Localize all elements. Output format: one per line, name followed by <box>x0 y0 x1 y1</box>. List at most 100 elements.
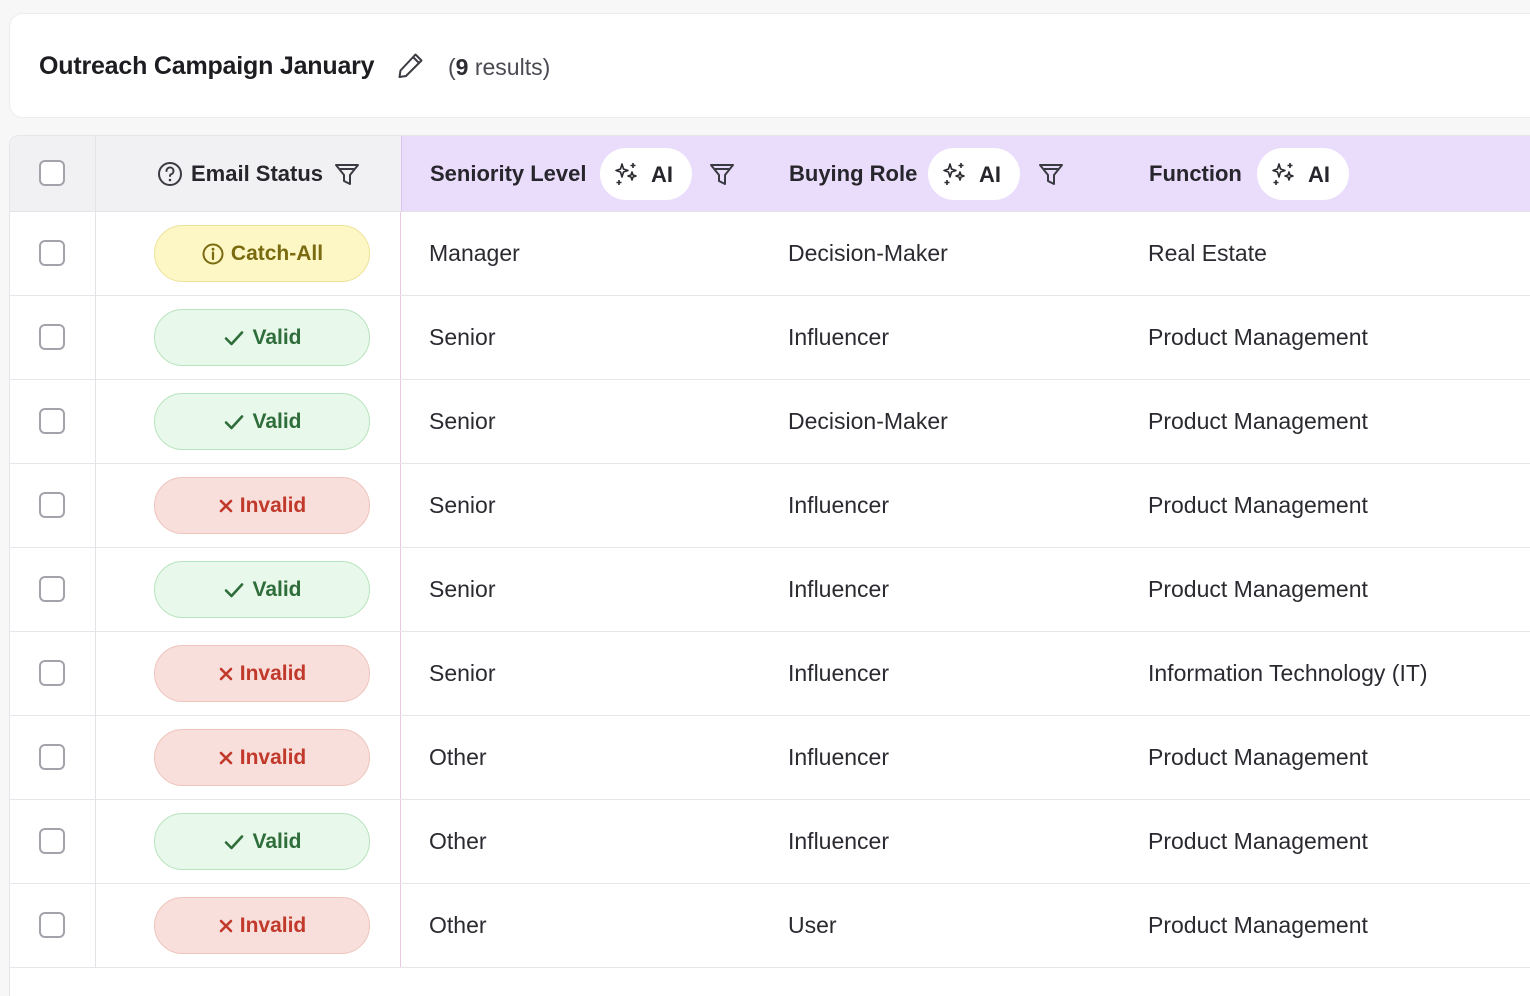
seniority-cell[interactable]: Senior <box>429 408 496 434</box>
row-checkbox[interactable] <box>39 492 65 518</box>
status-badge-label: Invalid <box>239 661 307 685</box>
status-badge[interactable]: Valid <box>154 309 370 366</box>
row-checkbox[interactable] <box>39 576 65 602</box>
seniority-cell[interactable]: Senior <box>429 324 496 350</box>
table-row[interactable]: Valid Other Influencer Product Management <box>10 800 1530 884</box>
status-badge-label: Catch-All <box>230 241 324 265</box>
row-select-cell <box>10 296 96 379</box>
table-row[interactable]: Valid Senior Decision-Maker Product Managem… <box>10 380 1530 464</box>
filter-icon[interactable] <box>333 160 361 188</box>
row-checkbox[interactable] <box>39 408 65 434</box>
email-status-cell: Valid <box>96 380 401 463</box>
function-cell[interactable]: Product Management <box>1148 408 1368 434</box>
ai-columns-header: Seniority Level AI Buying Role AI <box>401 136 1530 212</box>
status-badge[interactable]: Catch-All <box>154 225 370 282</box>
row-select-cell <box>10 380 96 463</box>
ai-buying-role-button[interactable]: AI <box>928 148 1020 200</box>
email-status-label: Email Status <box>191 161 324 186</box>
status-badge-label: Invalid <box>239 745 307 769</box>
status-badge-label: Invalid <box>239 913 307 937</box>
buying-role-cell[interactable]: Decision-Maker <box>788 240 948 266</box>
buying-role-cell[interactable]: User <box>788 912 837 938</box>
x-icon <box>219 751 233 764</box>
row-select-cell <box>10 800 96 883</box>
row-checkbox[interactable] <box>39 912 65 938</box>
row-checkbox[interactable] <box>39 240 65 266</box>
buying-role-cell[interactable]: Influencer <box>788 744 890 770</box>
row-select-cell <box>10 716 96 799</box>
function-label[interactable]: Function <box>1149 161 1242 186</box>
check-icon <box>225 330 244 345</box>
status-badge[interactable]: Valid <box>154 813 370 870</box>
seniority-cell[interactable]: Manager <box>429 240 520 266</box>
x-icon <box>219 919 233 932</box>
check-icon <box>225 414 244 429</box>
x-icon <box>219 667 233 680</box>
status-badge[interactable]: Invalid <box>154 729 370 786</box>
row-select-cell <box>10 884 96 967</box>
pencil-icon[interactable] <box>396 50 426 80</box>
email-status-cell: Invalid <box>96 716 401 799</box>
row-checkbox[interactable] <box>39 324 65 350</box>
help-circle-icon[interactable] <box>156 160 184 188</box>
buying-role-cell[interactable]: Influencer <box>788 828 890 854</box>
ai-label: AI <box>651 162 673 187</box>
table-row[interactable]: Invalid Other Influencer Product Management <box>10 716 1530 800</box>
email-status-cell: Valid <box>96 800 401 883</box>
seniority-level-label[interactable]: Seniority Level <box>430 161 587 186</box>
row-select-cell <box>10 548 96 631</box>
status-badge-label: Valid <box>252 577 302 601</box>
page-title: Outreach Campaign January <box>39 52 375 80</box>
row-checkbox[interactable] <box>39 660 65 686</box>
ai-seniority-button[interactable]: AI <box>600 148 692 200</box>
seniority-cell[interactable]: Senior <box>429 576 496 602</box>
row-select-cell <box>10 632 96 715</box>
seniority-cell[interactable]: Other <box>429 744 487 770</box>
row-select-cell <box>10 212 96 295</box>
function-cell[interactable]: Real Estate <box>1148 240 1267 266</box>
row-checkbox[interactable] <box>39 828 65 854</box>
table-row[interactable]: Catch-All Manager Decision-Maker Real Estat… <box>10 212 1530 296</box>
table-row[interactable]: Invalid Senior Influencer Information Techn… <box>10 632 1530 716</box>
sparkle-icon <box>1272 163 1294 185</box>
status-badge[interactable]: Invalid <box>154 897 370 954</box>
seniority-cell[interactable]: Other <box>429 828 487 854</box>
buying-role-cell[interactable]: Influencer <box>788 660 890 686</box>
status-badge-label: Valid <box>252 829 302 853</box>
status-badge[interactable]: Valid <box>154 561 370 618</box>
row-checkbox[interactable] <box>39 744 65 770</box>
function-cell[interactable]: Product Management <box>1148 912 1368 938</box>
seniority-cell[interactable]: Other <box>429 912 487 938</box>
table-row[interactable]: Valid Senior Influencer Product Management <box>10 296 1530 380</box>
function-cell[interactable]: Product Management <box>1148 492 1368 518</box>
filter-icon[interactable] <box>708 160 736 188</box>
table-row[interactable]: Invalid Other User Product Management <box>10 884 1530 968</box>
filter-icon[interactable] <box>1037 160 1065 188</box>
results-count: (9 results) <box>448 54 551 80</box>
buying-role-cell[interactable]: Influencer <box>788 576 890 602</box>
status-badge[interactable]: Valid <box>154 393 370 450</box>
table-row[interactable]: Valid Senior Influencer Product Management <box>10 548 1530 632</box>
buying-role-cell[interactable]: Influencer <box>788 324 890 350</box>
function-cell[interactable]: Product Management <box>1148 576 1368 602</box>
buying-role-cell[interactable]: Decision-Maker <box>788 408 948 434</box>
function-cell[interactable]: Information Technology (IT) <box>1148 660 1428 686</box>
seniority-cell[interactable]: Senior <box>429 492 496 518</box>
function-cell[interactable]: Product Management <box>1148 828 1368 854</box>
email-status-cell: Invalid <box>96 632 401 715</box>
select-all-checkbox[interactable] <box>39 160 65 186</box>
x-icon <box>219 499 233 512</box>
buying-role-label[interactable]: Buying Role <box>789 161 918 186</box>
function-cell[interactable]: Product Management <box>1148 744 1368 770</box>
seniority-cell[interactable]: Senior <box>429 660 496 686</box>
list-header: Outreach Campaign January (9 results) <box>9 13 1530 118</box>
ai-function-button[interactable]: AI <box>1257 148 1349 200</box>
email-status-cell: Invalid <box>96 464 401 547</box>
email-status-cell: Invalid <box>96 884 401 967</box>
function-cell[interactable]: Product Management <box>1148 324 1368 350</box>
email-status-header[interactable]: Email Status <box>96 136 401 212</box>
table-row[interactable]: Invalid Senior Influencer Product Managemen… <box>10 464 1530 548</box>
status-badge[interactable]: Invalid <box>154 645 370 702</box>
buying-role-cell[interactable]: Influencer <box>788 492 890 518</box>
status-badge[interactable]: Invalid <box>154 477 370 534</box>
